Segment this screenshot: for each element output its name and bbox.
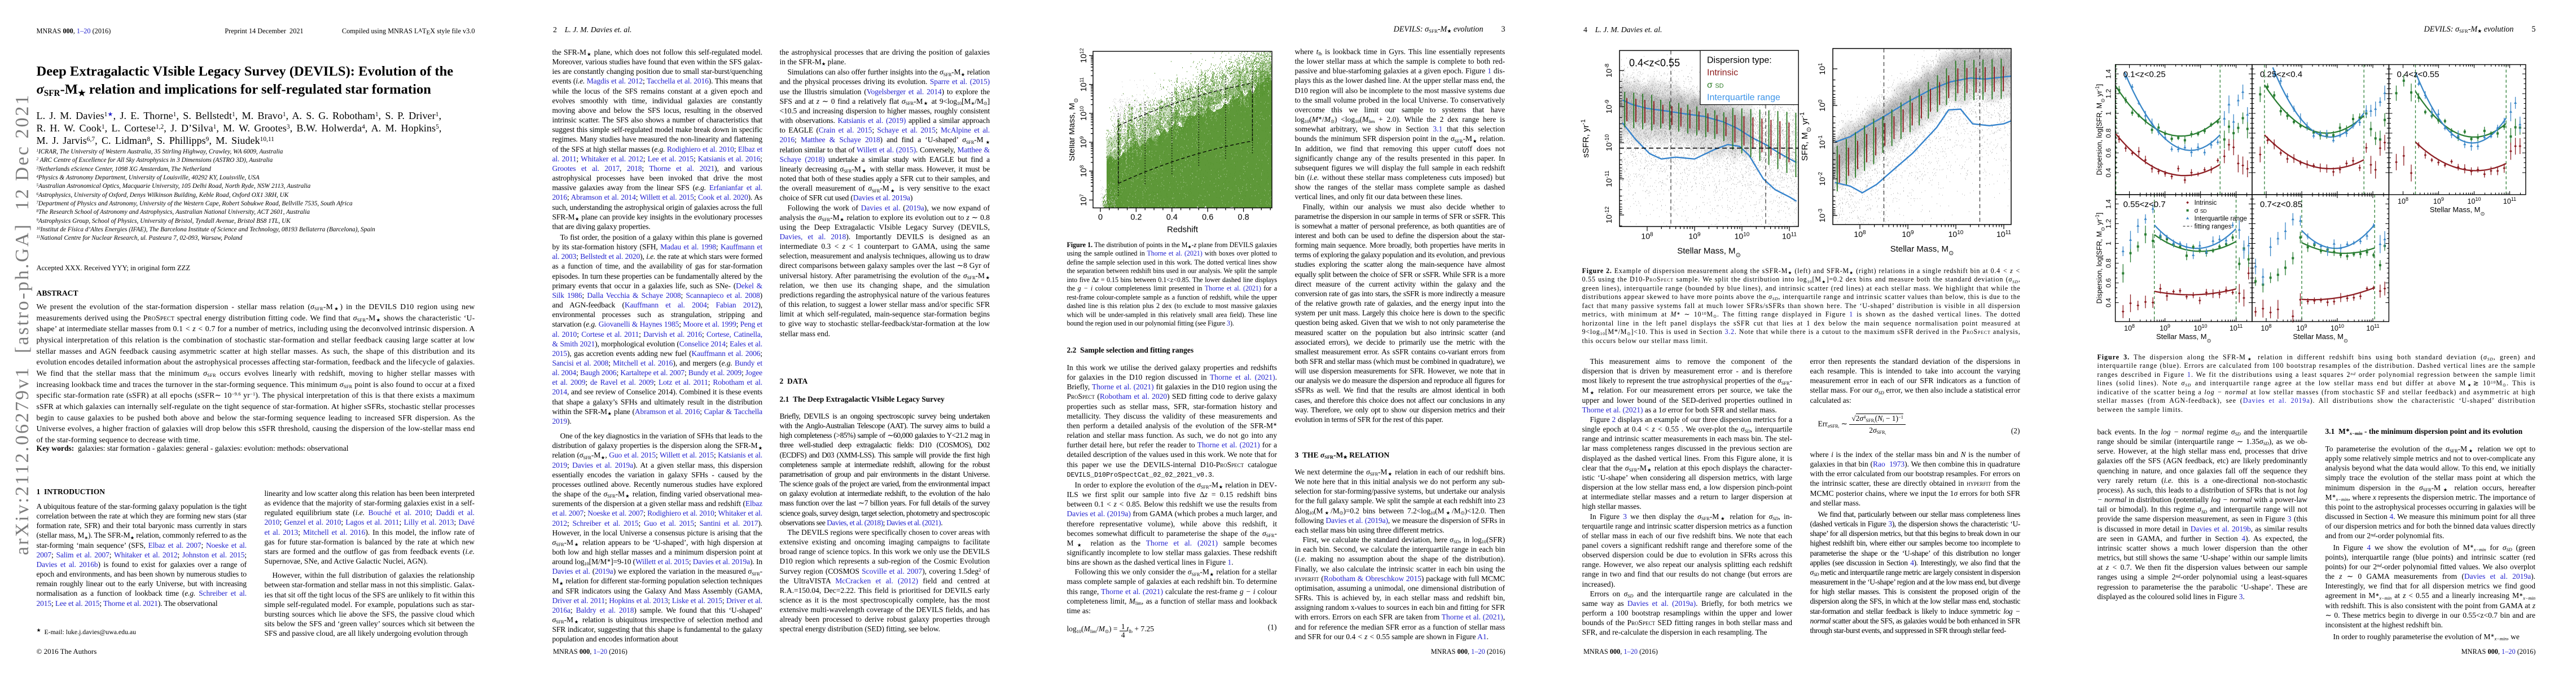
svg-text:0.2: 0.2 — [1130, 213, 1142, 222]
svg-text:Intrinsic: Intrinsic — [2195, 200, 2217, 206]
svg-text:0.55<z<0.7: 0.55<z<0.7 — [2123, 200, 2166, 209]
svg-text:1010: 1010 — [1735, 231, 1750, 241]
svg-text:0.8: 0.8 — [1237, 213, 1249, 222]
svg-text:0.6: 0.6 — [1202, 213, 1213, 222]
svg-text:1010: 1010 — [1079, 106, 1089, 121]
svg-text:1.2: 1.2 — [2105, 219, 2113, 228]
svg-text:Intrinsic: Intrinsic — [1707, 68, 1738, 78]
svg-text:10-3: 10-3 — [1818, 208, 1827, 222]
svg-text:0.4<z<0.55: 0.4<z<0.55 — [1629, 58, 1680, 69]
svg-text:101: 101 — [1818, 63, 1827, 75]
svg-text:10-1: 10-1 — [1818, 135, 1827, 149]
svg-text:109: 109 — [1079, 137, 1089, 148]
svg-text:Dispersion, log[SFR, M⊙ yr-1]: Dispersion, log[SFR, M⊙ yr-1] — [2095, 213, 2106, 304]
svg-text:1010: 1010 — [2194, 323, 2208, 332]
svg-text:1010: 1010 — [2331, 323, 2344, 332]
svg-text:108: 108 — [2124, 323, 2135, 332]
svg-text:108: 108 — [1079, 165, 1089, 177]
svg-text:1012: 1012 — [1079, 48, 1089, 63]
svg-text:109: 109 — [2433, 196, 2444, 205]
svg-text:σ SD: σ SD — [2195, 208, 2207, 214]
svg-text:Interquartile range: Interquartile range — [1707, 93, 1780, 103]
svg-text:1011: 1011 — [1079, 77, 1089, 91]
svg-text:Stellar Mass, M⊙: Stellar Mass, M⊙ — [1890, 244, 1954, 257]
svg-text:0.6: 0.6 — [2105, 148, 2113, 157]
svg-text:109: 109 — [2297, 323, 2307, 332]
svg-text:1.4: 1.4 — [2105, 199, 2113, 209]
svg-text:Interquartile range: Interquartile range — [2195, 216, 2247, 222]
svg-text:1: 1 — [2105, 111, 2113, 115]
svg-text:0.1<z<0.25: 0.1<z<0.25 — [2123, 70, 2166, 80]
svg-text:Stellar Mass, M⊙: Stellar Mass, M⊙ — [2430, 205, 2485, 217]
svg-text:sSFR, yr-1: sSFR, yr-1 — [1580, 119, 1591, 157]
svg-text:10-8: 10-8 — [1604, 63, 1614, 77]
svg-text:109: 109 — [1688, 231, 1701, 241]
svg-text:Stellar Mass, M⊙: Stellar Mass, M⊙ — [2156, 332, 2211, 344]
svg-text:Redshift: Redshift — [1166, 225, 1198, 235]
svg-text:Dispersion, log[SFR, M⊙ yr-1]: Dispersion, log[SFR, M⊙ yr-1] — [2095, 84, 2106, 175]
svg-text:10-9: 10-9 — [1604, 99, 1614, 113]
svg-text:0: 0 — [1098, 213, 1102, 222]
svg-text:109: 109 — [2160, 323, 2170, 332]
svg-text:1011: 1011 — [1782, 231, 1797, 241]
svg-text:1011: 1011 — [2366, 323, 2379, 332]
svg-text:0.8: 0.8 — [2105, 258, 2113, 268]
svg-text:0.6: 0.6 — [2105, 278, 2113, 288]
svg-text:108: 108 — [2398, 196, 2408, 205]
svg-text:σ SD: σ SD — [1707, 81, 1724, 90]
svg-text:SFR, M⊙ yr-1: SFR, M⊙ yr-1 — [1799, 112, 1813, 161]
svg-text:0.25<z<0.4: 0.25<z<0.4 — [2260, 70, 2302, 80]
svg-text:fitting ranges: fitting ranges — [2195, 223, 2232, 230]
svg-text:0.4: 0.4 — [2105, 298, 2113, 307]
svg-text:1: 1 — [2105, 241, 2113, 245]
svg-text:10-12: 10-12 — [1604, 206, 1614, 223]
svg-text:108: 108 — [1641, 231, 1653, 241]
svg-text:0.4<z<0.55: 0.4<z<0.55 — [2397, 70, 2439, 80]
svg-text:10-11: 10-11 — [1604, 170, 1614, 187]
svg-text:10-10: 10-10 — [1604, 134, 1614, 151]
svg-text:100: 100 — [1818, 99, 1827, 112]
svg-text:0.4: 0.4 — [1166, 213, 1177, 222]
svg-text:1011: 1011 — [1996, 230, 2011, 239]
svg-text:Stellar Mass, M⊙: Stellar Mass, M⊙ — [1069, 98, 1079, 161]
svg-text:Stellar Mass, M⊙: Stellar Mass, M⊙ — [1677, 247, 1741, 259]
svg-text:108: 108 — [2261, 323, 2272, 332]
svg-text:Dispersion type:: Dispersion type: — [1707, 56, 1772, 65]
svg-text:107: 107 — [1079, 194, 1089, 206]
svg-text:10-2: 10-2 — [1818, 172, 1827, 186]
svg-text:1.4: 1.4 — [2105, 69, 2113, 78]
svg-text:1011: 1011 — [2503, 196, 2516, 205]
svg-text:109: 109 — [1902, 230, 1914, 239]
svg-text:1.2: 1.2 — [2105, 89, 2113, 98]
svg-text:108: 108 — [1854, 230, 1866, 239]
svg-text:0.7<z<0.85: 0.7<z<0.85 — [2260, 200, 2302, 209]
svg-text:0.4: 0.4 — [2105, 168, 2113, 177]
svg-text:Stellar Mass, M⊙: Stellar Mass, M⊙ — [2293, 332, 2348, 344]
svg-text:1011: 1011 — [2230, 323, 2243, 332]
svg-text:1010: 1010 — [1949, 230, 1964, 239]
svg-text:1010: 1010 — [2468, 196, 2481, 205]
svg-text:0.8: 0.8 — [2105, 128, 2113, 138]
